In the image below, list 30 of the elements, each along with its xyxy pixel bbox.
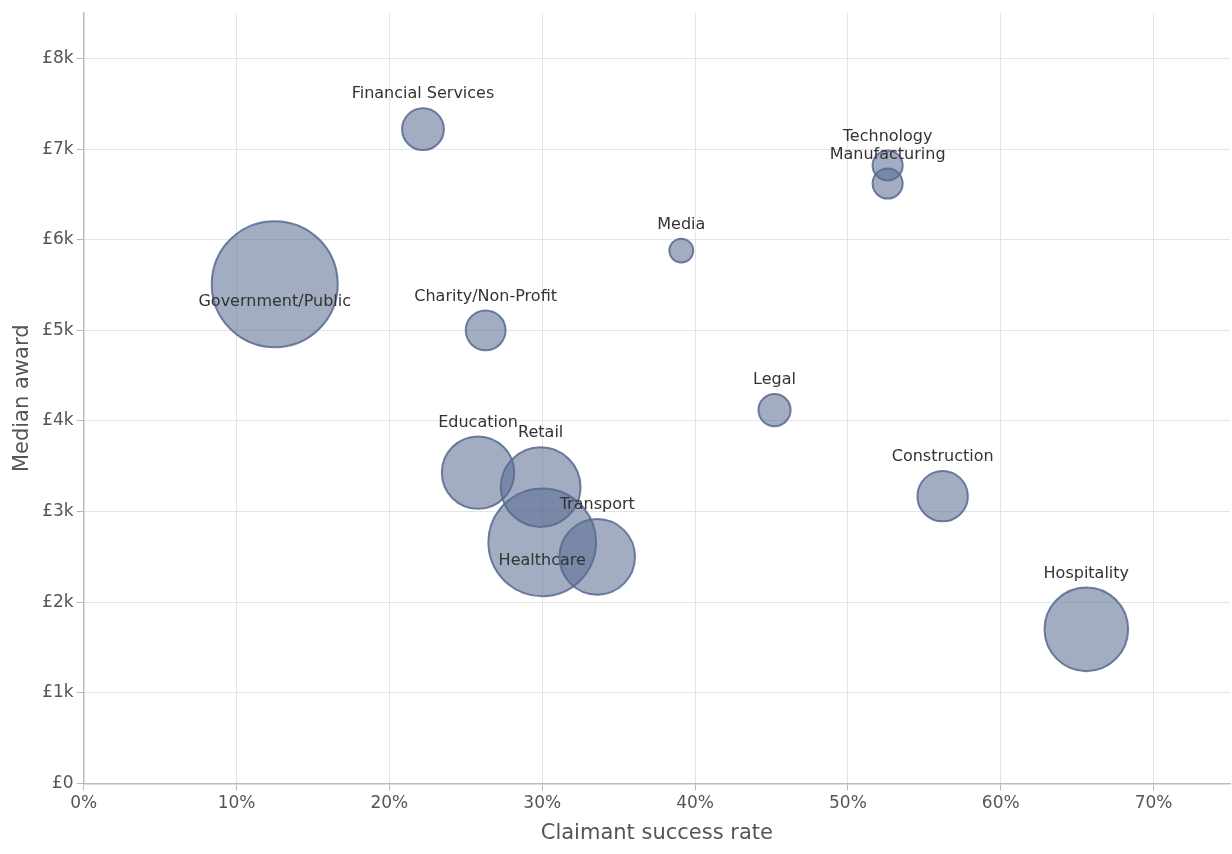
- x-tick-label: 40%: [676, 792, 714, 813]
- x-tick-label: 70%: [1134, 792, 1173, 813]
- x-tick-label: 50%: [828, 792, 867, 813]
- annotation: Charity/Non-Profit: [414, 285, 557, 305]
- annotation: Retail: [518, 422, 564, 442]
- annotation: Manufacturing: [829, 143, 946, 163]
- y-tick-label: £1k: [42, 681, 74, 702]
- annotation: Legal: [753, 369, 796, 389]
- annotation: Construction: [891, 446, 994, 466]
- y-tick-label: £6k: [42, 228, 74, 249]
- y-tick-label: £2k: [42, 590, 74, 611]
- annotation: Education: [438, 411, 518, 431]
- y-tick-label: £8k: [42, 46, 74, 67]
- y-tick-label: £5k: [42, 318, 74, 339]
- annotation: Technology: [841, 125, 933, 145]
- y-tick-label: £7k: [42, 137, 74, 158]
- x-tick-label: 20%: [370, 792, 409, 813]
- x-tick-label: 60%: [981, 792, 1020, 813]
- annotation: Media: [657, 213, 706, 233]
- x-axis-title: Claimant success rate: [540, 819, 773, 844]
- x-tick-label: 30%: [523, 792, 562, 813]
- annotation: Hospitality: [1043, 562, 1130, 582]
- x-tick-label: 10%: [217, 792, 256, 813]
- annotation: Financial Services: [351, 83, 495, 103]
- x-tick-label: 0%: [70, 792, 98, 813]
- y-axis-title: Median award: [9, 324, 34, 473]
- y-tick-label: £4k: [42, 409, 74, 430]
- y-tick-label: £3k: [42, 499, 74, 520]
- annotation: Healthcare: [498, 549, 586, 569]
- y-tick-label: £0: [52, 771, 74, 792]
